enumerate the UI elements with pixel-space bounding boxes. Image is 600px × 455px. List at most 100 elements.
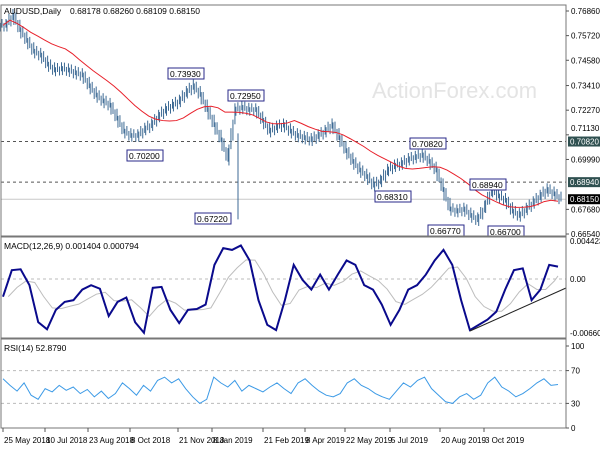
price-bar [75,67,83,81]
annotation-box [409,137,447,150]
price-bar [311,129,319,147]
macd-y-tick-label: 0.00 [570,275,586,284]
price-bar [61,62,69,76]
annotation-label: 0.66770 [430,226,461,236]
price-bar [429,157,437,175]
macd-panel-frame [0,236,567,339]
price-bar [415,148,423,164]
price-bar [270,120,278,138]
price-bar [512,205,520,221]
price-bar [471,210,479,225]
price-bar [179,86,187,108]
price-bar [499,190,506,206]
price-bar [374,174,382,192]
price-bar [172,94,180,112]
annotation-box [126,149,164,162]
rsi-panel [1,370,566,405]
x-tick-label: 5 Jul 2019 [391,436,428,445]
price-tag-label: 0.68940 [570,178,599,187]
price-bar [27,36,35,55]
chart-header-ohlc: 0.68178 0.68260 0.68109 0.68150 [70,6,200,16]
price-bar [436,167,444,192]
price-y-tick-label: 0.66540 [571,230,600,239]
price-tag-label: 0.70820 [570,138,599,147]
price-bar [145,118,153,136]
price-bar [464,204,472,221]
price-bar [228,103,236,166]
rsi-title: RSI(14) 52.8790 [4,343,67,353]
price-bar [297,129,305,144]
macd-panel [1,244,567,336]
rsi-y-tick-label: 100 [571,342,585,351]
price-bar [221,137,229,162]
x-tick-label: 8 Oct 2018 [131,436,171,445]
price-bar [48,59,56,75]
price-bar [82,71,90,90]
x-tick-label: 22 May 2019 [346,436,393,445]
annotation-label: 0.66700 [490,227,521,237]
price-y-tick-label: 0.73410 [571,82,600,91]
rsi-y-tick-label: 0 [571,424,576,433]
price-bar [110,102,118,122]
price-y-tick-label: 0.75720 [571,32,600,41]
x-tick-label: 3 Oct 2019 [485,436,525,445]
price-bar [450,203,458,217]
price-y-tick-label: 0.67680 [571,205,600,214]
price-annotation: 0.68940 [469,178,507,191]
annotation-label: 0.72950 [230,91,261,101]
axes: 0.76860 0.75720 0.74580 0.73410 0.72270 0.711… [0,4,600,445]
price-annotation: 0.70820 [409,137,447,150]
price-bar [159,103,167,123]
price-tag-label: 0.68150 [570,195,599,204]
price-bar [103,95,111,111]
price-panel-frame [0,4,567,237]
price-bar [96,90,104,106]
x-tick-label: 10 Jul 2018 [46,436,88,445]
macd-y-tick-label: 0.004423 [570,237,600,246]
price-annotation: 0.66770 [427,224,465,237]
annotation-label: 0.70820 [412,139,443,149]
x-tick-label: 25 May 2018 [4,436,51,445]
price-bar [166,98,173,116]
price-bar [20,26,28,44]
price-bar [332,121,340,141]
price-bar [68,64,76,79]
macd-title: MACD(12,26,9) 0.001404 0.000794 [4,241,139,251]
annotation-box [374,190,412,203]
price-bar [214,122,222,143]
rsi-line [2,376,559,405]
price-y-tick-label: 0.72270 [571,106,600,115]
x-tick-label: 8 Jan 2019 [213,436,253,445]
price-panel: 0.73930 0.72950 0.70200 0.67220 0.70820 0.683… [0,8,566,238]
price-bar [207,107,215,128]
price-bar [283,120,291,136]
macd-y-tick-label: -0.006603 [570,329,600,338]
price-tag-level1 [568,136,600,147]
price-bar [360,165,368,182]
price-annotation: 0.68310 [374,190,412,203]
sma-line [2,19,559,208]
price-bar [138,122,146,142]
price-annotation: 0.72950 [227,89,265,102]
annotation-label: 0.68940 [472,180,503,190]
price-bar [193,81,201,99]
price-bar [55,62,62,77]
annotation-label: 0.73930 [170,69,201,79]
price-bar [200,91,208,112]
price-bar [505,196,513,215]
rsi-y-tick-label: 30 [571,399,580,408]
macd-line [2,244,559,336]
price-y-tick-label: 0.74580 [571,56,600,65]
x-tick-label: 8 Apr 2019 [306,436,345,445]
price-bar [34,45,42,61]
rsi-y-tick-label: 70 [571,367,580,376]
watermark: ActionForex.com [372,78,537,103]
price-bar [540,183,548,203]
price-bar [519,202,527,222]
price-annotation: 0.66700 [487,225,525,238]
price-bar [256,106,264,124]
annotation-box [227,89,265,102]
price-annotation: 0.70200 [126,149,164,162]
price-bar [401,153,409,170]
annotation-label: 0.70200 [129,151,160,161]
